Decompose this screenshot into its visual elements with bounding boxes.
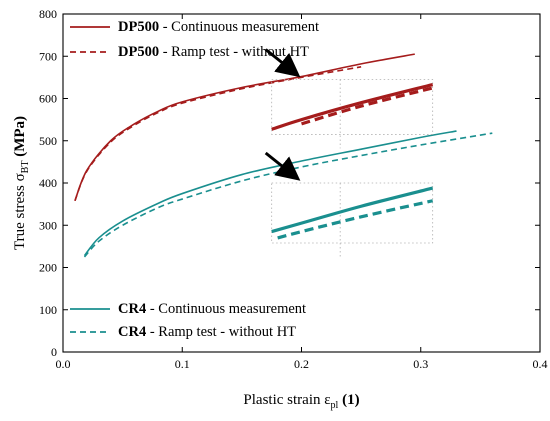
x-tick-label: 0.4 [533, 357, 548, 371]
zoom-guide-box-2 [271, 182, 434, 244]
y-tick-label: 700 [39, 49, 57, 63]
legend-label-4: CR4 - Ramp test - without HT [118, 324, 296, 340]
series-line-3 [83, 130, 457, 257]
y-tick-label: 800 [39, 7, 57, 21]
zoom-solid-2 [271, 186, 434, 234]
y-tick-label: 100 [39, 303, 57, 317]
zoom-arrow-1 [264, 48, 301, 78]
y-tick-label: 200 [39, 261, 57, 275]
x-tick-label: 0.2 [294, 357, 309, 371]
legend-label-1: DP500 - Continuous measurement [118, 19, 319, 35]
x-tick-label: 0.3 [413, 357, 428, 371]
zoom-guide-box-1 [271, 79, 434, 135]
series-line-1 [74, 53, 415, 202]
y-tick-label: 500 [39, 134, 57, 148]
y-axis-label: True stress σBT (MPa) [12, 116, 31, 250]
x-tick-label: 0.1 [175, 357, 190, 371]
zoom-dashed-1 [301, 86, 434, 126]
x-tick-label: 0.0 [56, 357, 71, 371]
y-tick-label: 600 [39, 92, 57, 106]
plot-area [74, 48, 493, 258]
legend-label-2: DP500 - Ramp test - without HT [118, 44, 309, 60]
legend-label-3: CR4 - Continuous measurement [118, 301, 306, 317]
legend: DP500 - Continuous measurement DP500 - Ra… [70, 19, 319, 340]
y-tick-label: 300 [39, 218, 57, 232]
zoom-dashed-2 [277, 199, 434, 240]
series-line-4 [83, 132, 493, 258]
zoom-solid-1 [271, 83, 434, 131]
axes: 0 100 200 300 400 500 600 700 800 0.0 0.1 0.2 0.3 0.4… [12, 7, 548, 411]
zoom-arrow-2 [264, 151, 301, 181]
y-tick-label: 0 [51, 345, 57, 359]
series-line-2 [74, 66, 362, 202]
y-tick-label: 400 [39, 176, 57, 190]
x-axis-label: Plastic strain εpl (1) [243, 392, 359, 411]
